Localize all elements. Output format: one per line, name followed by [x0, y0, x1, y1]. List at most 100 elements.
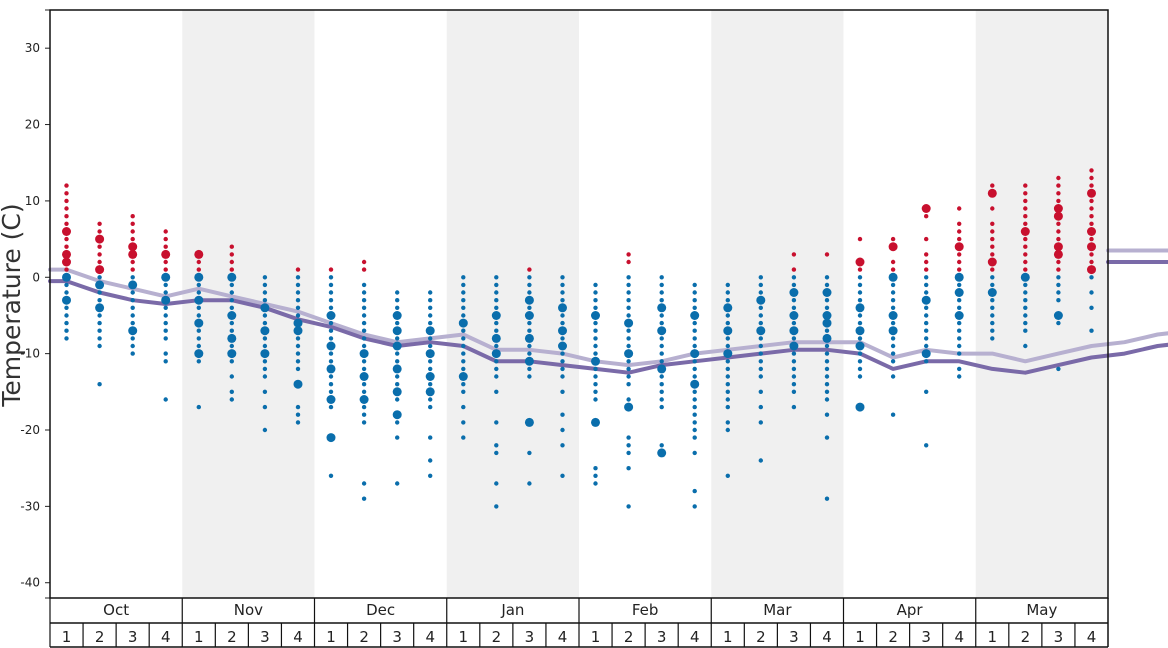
sample-dot	[626, 336, 631, 341]
sample-dot	[494, 320, 499, 326]
sample-dot	[659, 282, 664, 288]
sample-dot	[990, 244, 995, 249]
sample-dot	[791, 351, 797, 356]
sample-dot	[560, 351, 565, 356]
sample-dot-large	[392, 387, 402, 397]
sample-dot-large	[128, 280, 138, 290]
sample-dot	[758, 351, 763, 356]
sample-dot	[328, 404, 334, 410]
sample-dot	[461, 359, 466, 364]
month-label-apr: Apr	[897, 601, 924, 619]
week-label: 4	[822, 628, 832, 646]
sample-dot	[890, 290, 896, 295]
sample-dot	[626, 282, 631, 288]
sample-dot-large	[888, 311, 898, 320]
sample-dot	[130, 351, 135, 356]
sample-dot	[229, 374, 234, 379]
sample-dot-large	[326, 341, 336, 351]
sample-dot	[361, 336, 367, 341]
week-label: 1	[459, 628, 469, 646]
sample-dot	[163, 320, 168, 326]
sample-dot	[725, 473, 730, 478]
week-label: 3	[657, 628, 667, 646]
sample-dot	[725, 366, 730, 372]
sample-dot	[593, 397, 598, 402]
week-label: 1	[62, 628, 72, 646]
sample-dot	[328, 267, 334, 272]
sample-dot	[957, 267, 962, 272]
sample-dot	[990, 298, 995, 303]
sample-dot	[163, 282, 168, 288]
sample-dot	[527, 374, 532, 379]
sample-dot	[361, 290, 367, 295]
sample-dot-large	[359, 349, 369, 359]
sample-dot	[758, 343, 763, 349]
sample-dot	[262, 336, 268, 341]
sample-dot	[1056, 191, 1061, 196]
sample-dot	[692, 328, 697, 333]
sample-dot	[593, 374, 598, 379]
sample-dot	[361, 389, 367, 394]
sample-dot	[295, 275, 301, 280]
sample-dot-large	[161, 249, 171, 259]
sample-dot	[262, 282, 268, 288]
sample-dot	[692, 397, 697, 402]
sample-dot	[725, 397, 730, 402]
y-axis-title: Temperature (C)	[0, 203, 26, 407]
sample-dot	[626, 366, 631, 372]
sample-dot-large	[888, 242, 898, 252]
sample-dot-large	[62, 249, 71, 259]
sample-dot	[626, 382, 631, 387]
sample-dot	[659, 443, 664, 448]
sample-dot	[758, 458, 763, 463]
sample-dot-large	[458, 372, 468, 381]
sample-dot	[924, 214, 929, 219]
sample-dot-large	[293, 318, 303, 328]
sample-dot	[97, 320, 102, 326]
sample-dot	[395, 382, 400, 387]
sample-dot	[295, 305, 301, 310]
sample-dot	[990, 221, 995, 226]
sample-dot	[494, 366, 499, 372]
sample-dot	[64, 328, 69, 333]
sample-dot	[957, 282, 962, 288]
sample-dot-large	[392, 341, 402, 351]
sample-dot-large	[921, 349, 931, 359]
sample-dot	[1023, 191, 1028, 196]
sample-dot	[692, 389, 697, 394]
sample-dot-large	[1020, 272, 1030, 282]
sample-dot	[494, 504, 499, 509]
sample-dot	[428, 404, 433, 410]
sample-dot	[659, 404, 664, 410]
sample-dot	[1089, 305, 1094, 310]
sample-dot	[593, 298, 598, 303]
sample-dot	[626, 298, 631, 303]
sample-dot	[1023, 298, 1028, 303]
week-label: 1	[194, 628, 204, 646]
sample-dot	[494, 450, 499, 456]
week-label: 3	[789, 628, 799, 646]
sample-dot	[262, 427, 268, 433]
sample-dot	[1023, 290, 1028, 295]
sample-dot-large	[855, 257, 865, 267]
sample-dot	[1089, 175, 1094, 181]
sample-dot	[593, 305, 598, 310]
sample-dot	[395, 420, 400, 425]
sample-dot	[990, 206, 995, 211]
sample-dot	[97, 259, 102, 265]
sample-dot-large	[954, 242, 964, 252]
sample-dot	[97, 298, 102, 303]
sample-dot	[428, 366, 433, 372]
sample-dot	[395, 351, 400, 356]
sample-dot	[857, 275, 863, 280]
sample-dot	[692, 488, 697, 494]
sample-dot-large	[789, 341, 799, 351]
sample-dot	[64, 198, 69, 204]
sample-dot	[428, 359, 433, 364]
sample-dot	[890, 236, 896, 242]
sample-dot	[328, 389, 334, 394]
sample-dot-large	[690, 349, 700, 359]
sample-dot-large	[524, 333, 534, 343]
sample-dot	[857, 366, 863, 372]
month-label-jan: Jan	[500, 601, 524, 619]
